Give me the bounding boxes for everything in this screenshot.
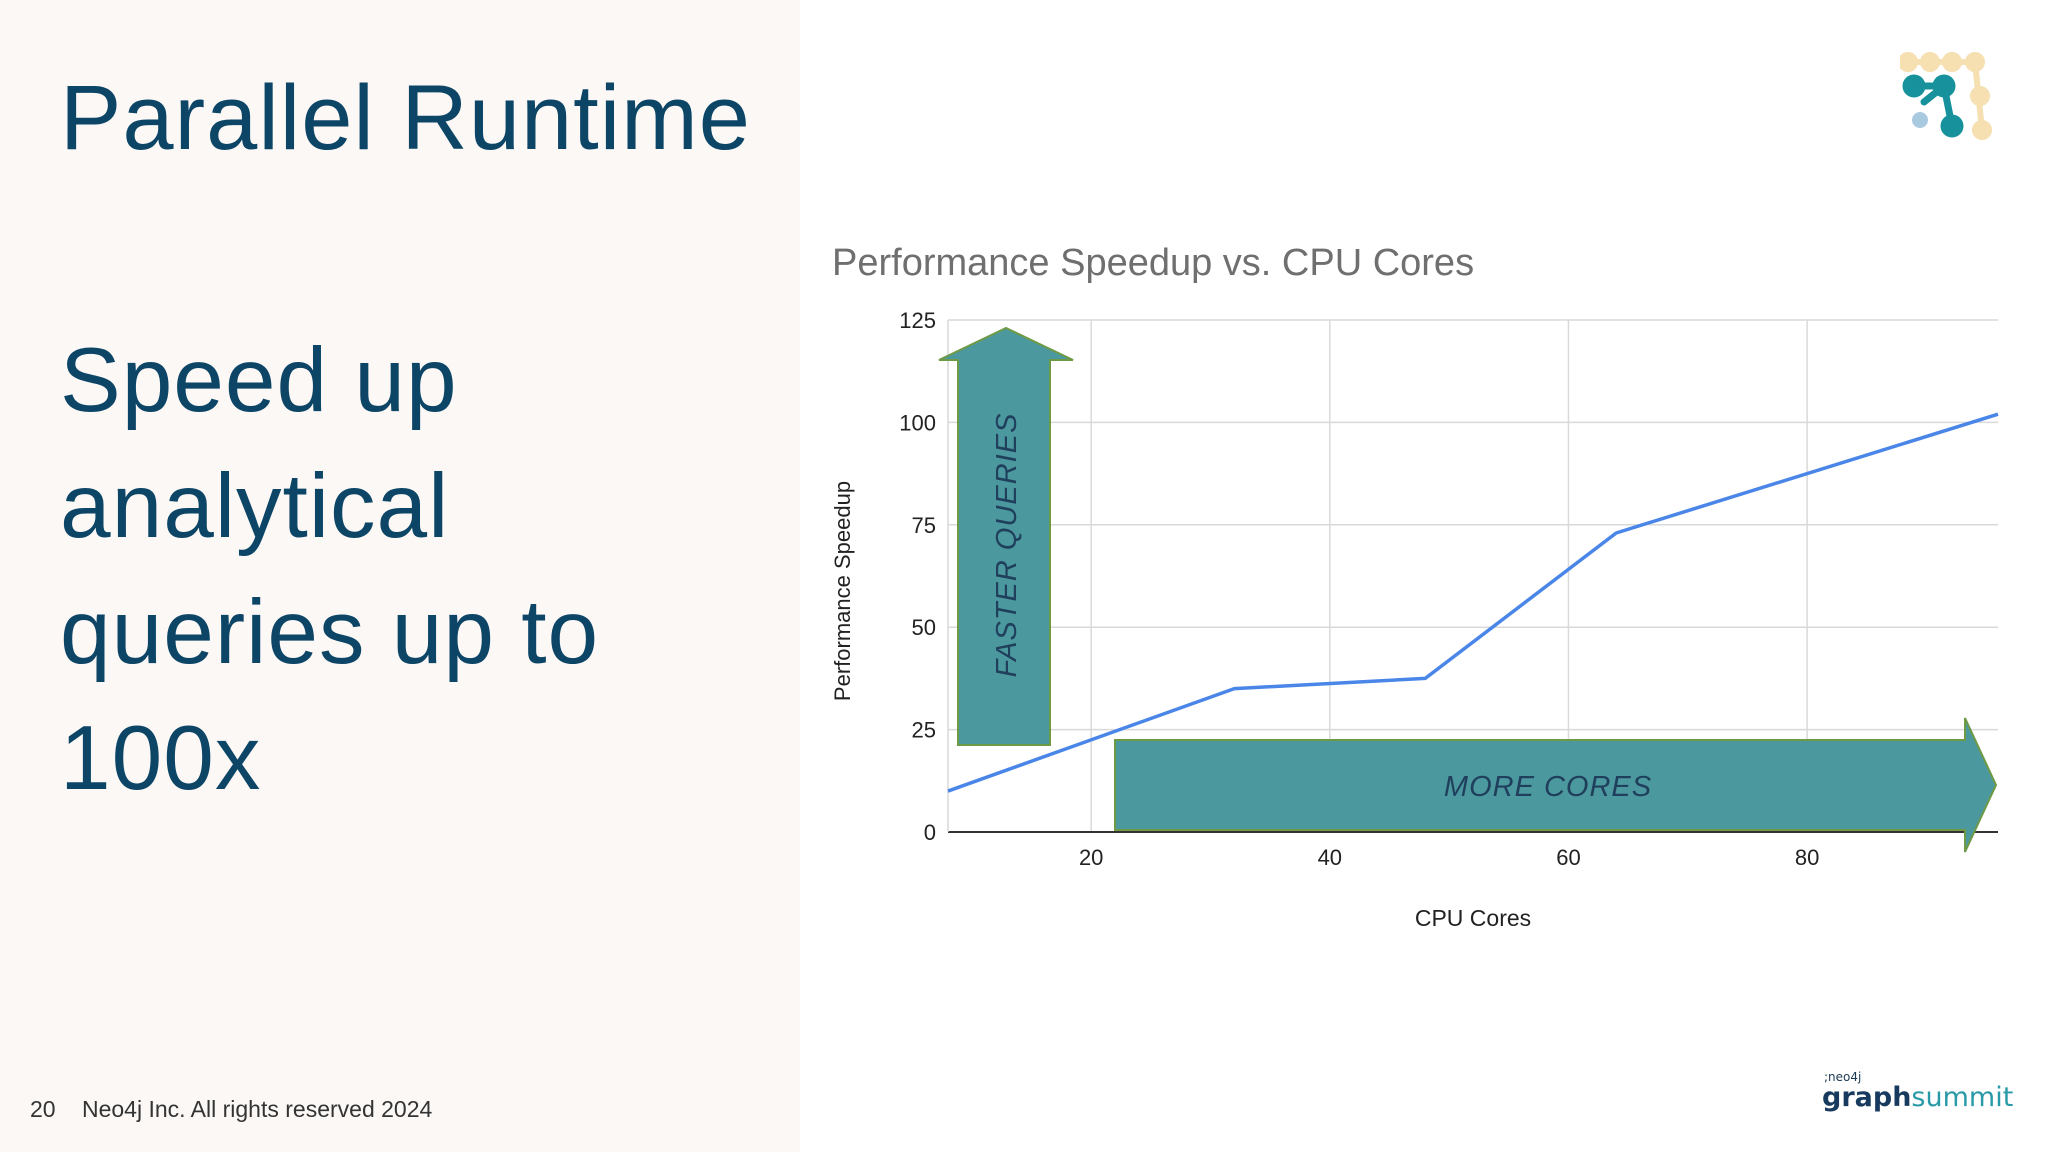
x-tick-label: 80 [1795,845,1819,870]
x-tick-label: 40 [1318,845,1342,870]
chart-title: Performance Speedup vs. CPU Cores [832,242,1474,284]
left-panel [0,0,800,1152]
x-tick-label: 20 [1079,845,1103,870]
y-axis-label: Performance Speedup [830,481,855,701]
y-tick-label: 125 [899,308,936,333]
neo4j-logo-icon [1900,52,1992,140]
y-tick-label: 75 [912,513,936,538]
neo4j-small-label: ;neo4j [1824,1070,1862,1084]
faster-queries-label: FASTER QUERIES [991,413,1023,678]
brand-summit: summit [1911,1082,2014,1113]
footer: 20 Neo4j Inc. All rights reserved 2024 [30,1096,432,1123]
graphsummit-logo: ;neo4j graphsummit [1818,1068,2018,1118]
x-tick-label: 60 [1556,845,1580,870]
more-cores-arrow [1114,717,1998,853]
series-line [947,412,1999,793]
y-tick-label: 100 [899,410,936,435]
y-tick-label: 0 [924,820,936,845]
more-cores-label: MORE CORES [1444,771,1652,803]
x-axis-label: CPU Cores [1415,905,1531,931]
copyright-text: Neo4j Inc. All rights reserved 2024 [81,1096,433,1122]
y-tick-label: 25 [912,718,936,743]
brand-wordmark: graphsummit [1822,1082,2013,1113]
faster-queries-arrow [938,326,1074,746]
slide-subtitle: Speed up analytical queries up to 100x [60,330,600,809]
page-number: 20 [30,1096,56,1122]
slide-title: Parallel Runtime [60,67,751,169]
y-tick-label: 50 [912,615,936,640]
brand-graph: graph [1822,1082,1912,1113]
